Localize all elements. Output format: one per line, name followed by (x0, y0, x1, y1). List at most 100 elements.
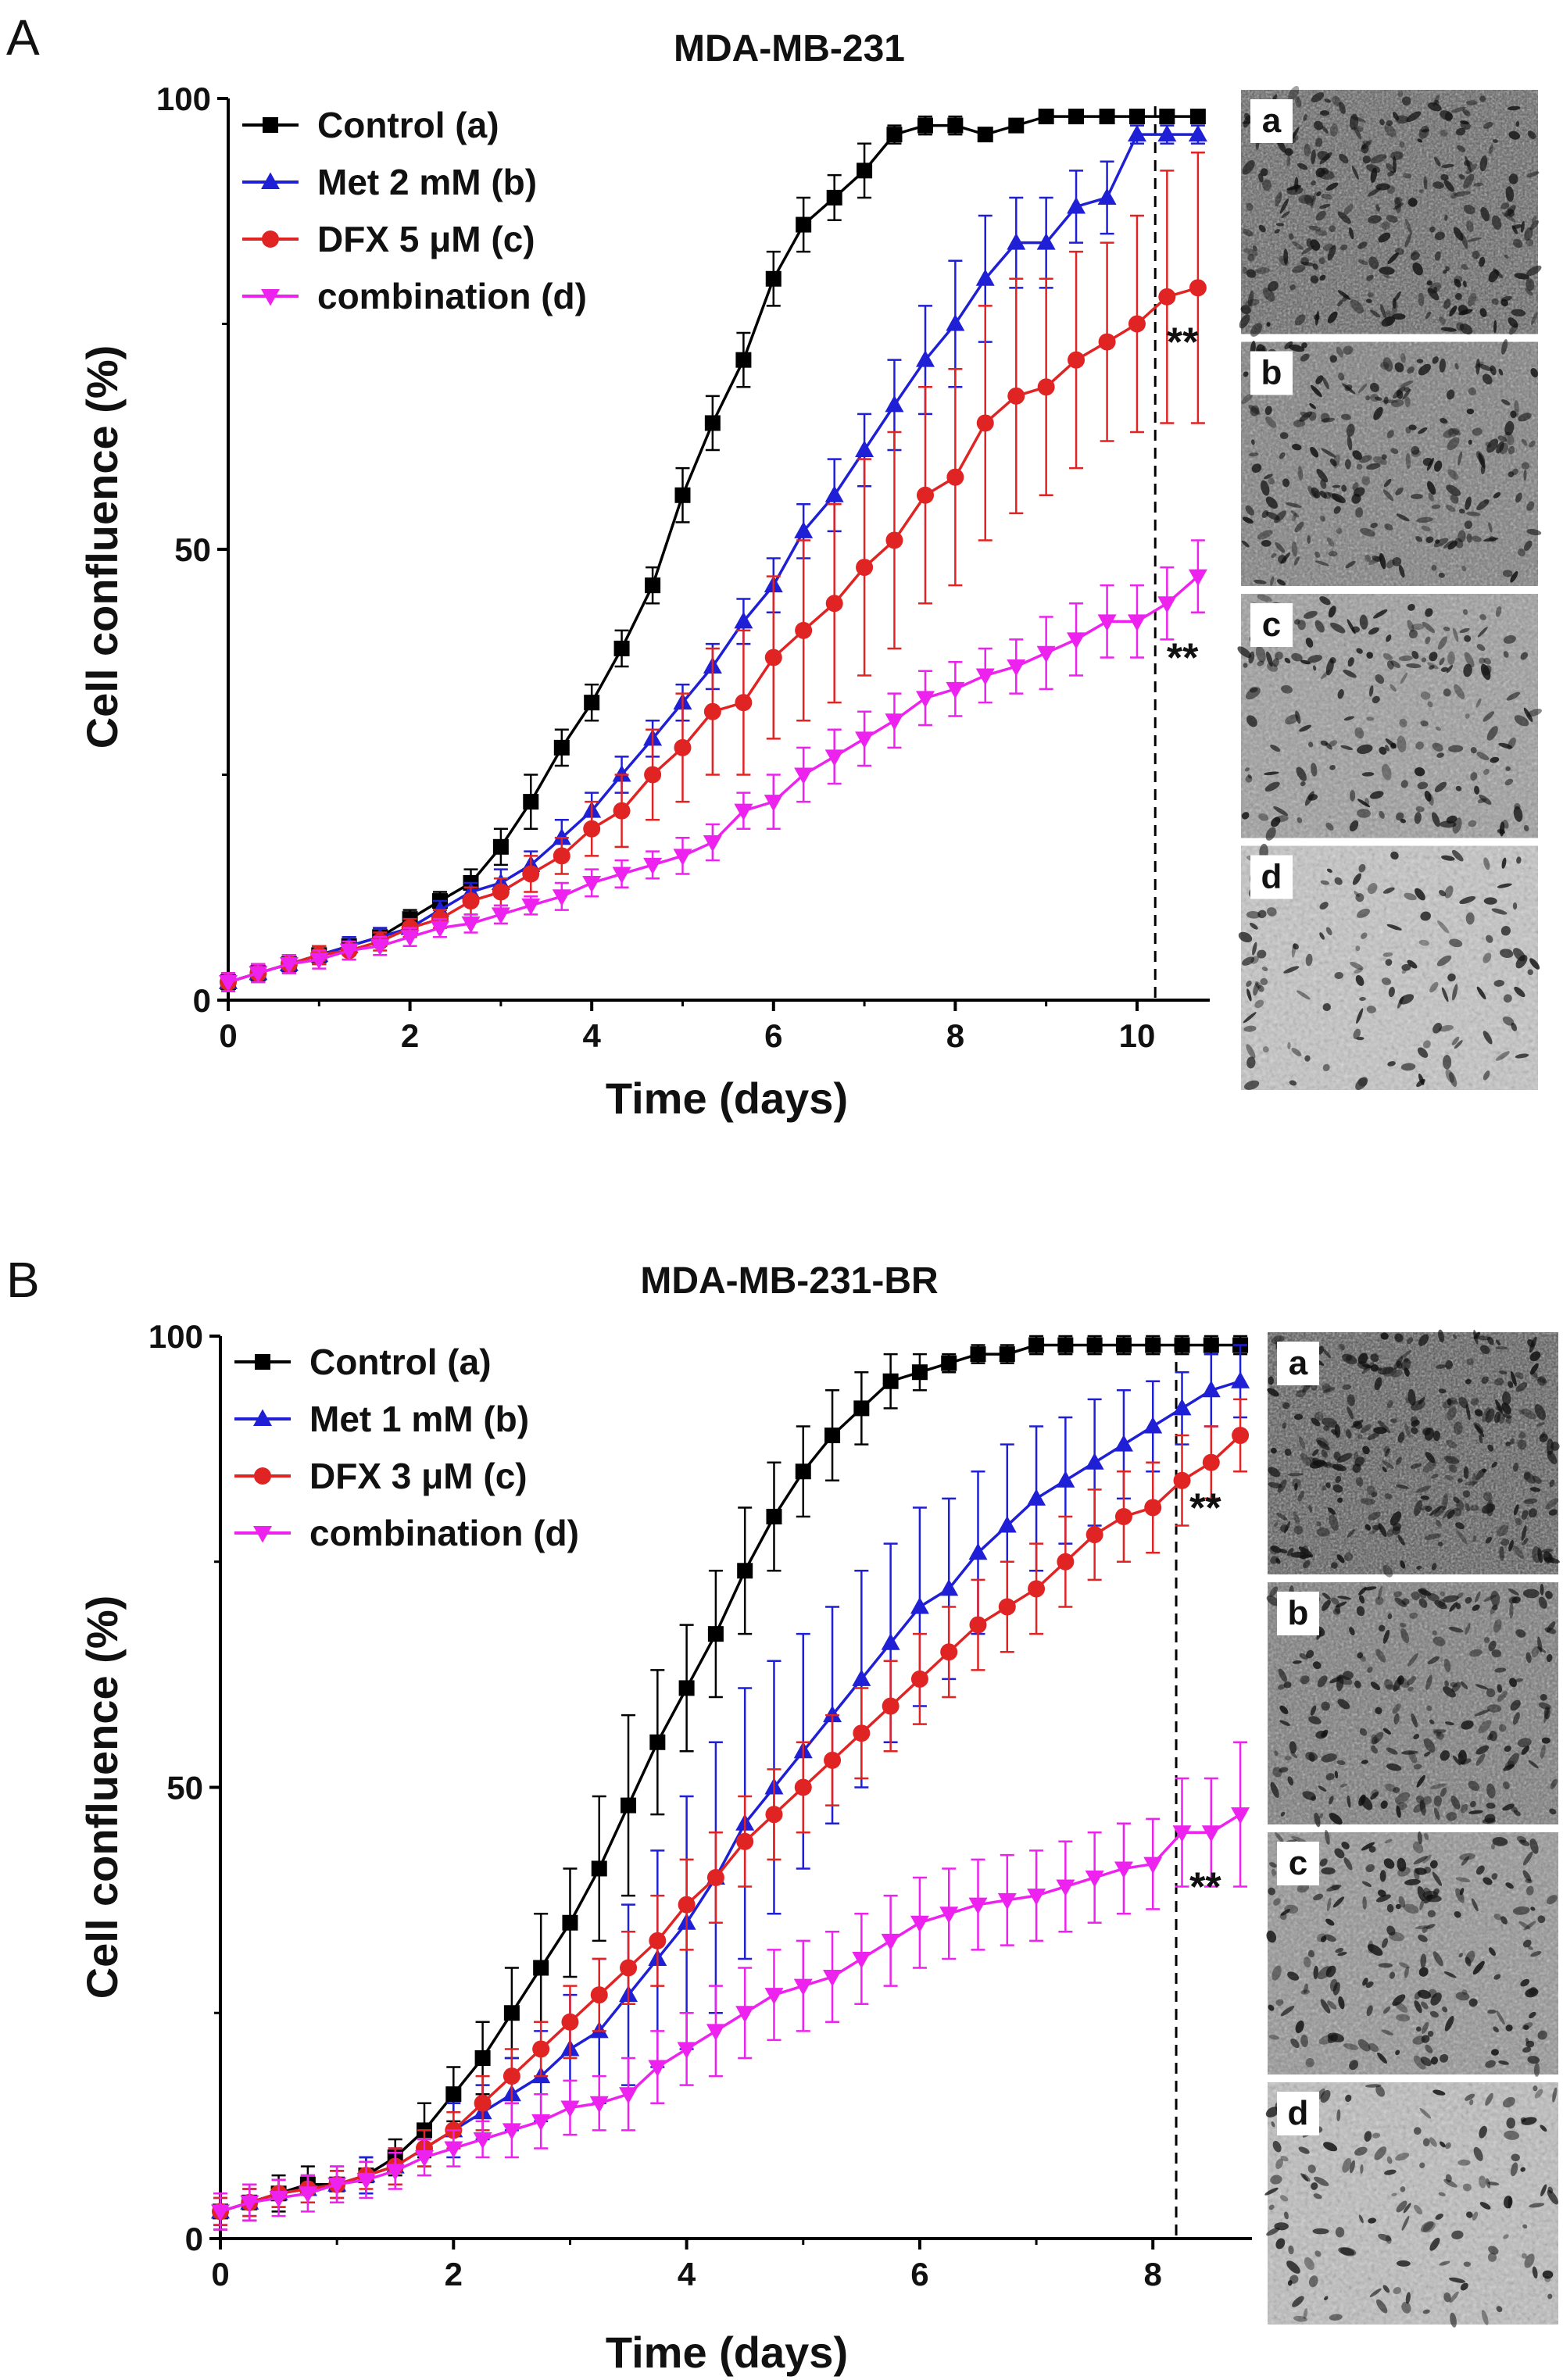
cell-speckle (1294, 521, 1304, 533)
cell-speckle (1382, 1466, 1387, 1473)
cell-speckle (1487, 2009, 1497, 2014)
cell-speckle (1370, 1681, 1381, 1691)
cell-speckle (1454, 292, 1462, 300)
cell-speckle (1355, 975, 1364, 986)
cell-speckle (1493, 1411, 1501, 1424)
cell-speckle (1512, 902, 1518, 910)
cell-speckle (1524, 227, 1533, 241)
cell-speckle (1350, 789, 1356, 802)
data-point (917, 117, 933, 134)
data-point (824, 749, 844, 767)
cell-speckle (1328, 551, 1338, 557)
cell-speckle (1399, 141, 1405, 148)
cell-speckle (1393, 155, 1397, 173)
data-point (997, 1892, 1017, 1910)
cell-speckle (1465, 1596, 1472, 1604)
cell-speckle (1483, 857, 1490, 870)
cell-speckle (1520, 1978, 1530, 1987)
data-point (1188, 124, 1207, 142)
cell-speckle (1367, 291, 1374, 298)
cell-speckle (1435, 539, 1440, 544)
cell-speckle (1349, 1627, 1355, 1635)
cell-speckle (1443, 540, 1454, 549)
cell-speckle (1465, 156, 1472, 173)
cell-speckle (1316, 469, 1329, 483)
cell-speckle (1319, 1858, 1328, 1867)
data-point (977, 127, 993, 143)
cell-speckle (1303, 2307, 1308, 2320)
cell-speckle (1383, 274, 1391, 279)
cell-speckle (1510, 410, 1517, 419)
cell-speckle (1290, 2038, 1300, 2049)
cell-speckle (1410, 494, 1423, 499)
cell-speckle (1461, 566, 1467, 572)
cell-speckle (1304, 2257, 1314, 2271)
cell-speckle (1238, 931, 1253, 943)
cell-speckle (1502, 1803, 1515, 1811)
cell-speckle (1438, 1388, 1447, 1394)
cell-speckle (1425, 1506, 1432, 1513)
cell-speckle (1370, 393, 1379, 402)
cell-speckle (1379, 746, 1387, 755)
cell-speckle (1416, 1565, 1422, 1570)
cell-speckle (1463, 2261, 1472, 2267)
cell-speckle (1508, 1381, 1514, 1388)
cell-speckle (1370, 1353, 1379, 1363)
cell-speckle (1350, 116, 1366, 123)
cell-speckle (1297, 1883, 1309, 1893)
cell-speckle (1401, 2215, 1410, 2231)
cell-speckle (1329, 1813, 1343, 1825)
cell-speckle (1526, 1885, 1534, 1896)
data-point (644, 766, 662, 784)
cell-speckle (1443, 627, 1450, 631)
cell-speckle (1508, 1588, 1519, 1596)
cell-speckle (1505, 1441, 1511, 1447)
cell-speckle (1319, 204, 1331, 209)
cell-speckle (1446, 1812, 1457, 1821)
cell-speckle (1381, 2029, 1394, 2035)
cell-speckle (1400, 1560, 1406, 1569)
cell-speckle (1488, 522, 1493, 533)
cell-speckle (1450, 1796, 1461, 1810)
cell-speckle (1355, 945, 1361, 952)
cell-speckle (1547, 2293, 1553, 2300)
cell-speckle (1405, 2292, 1411, 2304)
data-point (613, 802, 631, 820)
data-point (1028, 1337, 1045, 1353)
cell-speckle (1258, 173, 1264, 183)
cell-speckle (1515, 1372, 1524, 1379)
cell-speckle (1370, 522, 1378, 528)
data-point (1157, 124, 1177, 142)
data-point (1145, 1337, 1161, 1353)
cell-speckle (1314, 1812, 1321, 1828)
cell-speckle (1478, 657, 1486, 664)
cell-speckle (1307, 485, 1317, 498)
cell-speckle (1448, 427, 1454, 437)
cell-speckle (1246, 1056, 1256, 1069)
cell-speckle (1462, 2183, 1472, 2192)
cell-speckle (1498, 1370, 1508, 1375)
cell-speckle (1528, 2011, 1536, 2019)
cell-speckle (1394, 2001, 1408, 2013)
cell-speckle (1383, 396, 1389, 405)
cell-speckle (1436, 1731, 1444, 1740)
cell-speckle (1334, 1424, 1341, 1438)
cell-speckle (1257, 949, 1267, 959)
cell-speckle (1338, 372, 1345, 381)
cell-speckle (1432, 356, 1439, 364)
data-point (400, 930, 420, 947)
cell-speckle (1383, 478, 1392, 488)
cell-speckle (1541, 1549, 1554, 1553)
cell-speckle (1364, 554, 1372, 563)
cell-speckle (1463, 281, 1467, 288)
cell-speckle (1354, 1680, 1361, 1689)
cell-speckle (1300, 1989, 1311, 1995)
cell-speckle (1423, 176, 1428, 190)
cell-speckle (1486, 1688, 1496, 1698)
cell-speckle (1373, 406, 1383, 420)
cell-speckle (1378, 2233, 1392, 2242)
cell-speckle (1522, 1870, 1532, 1882)
cell-speckle (1492, 139, 1498, 144)
data-point (823, 1705, 842, 1723)
cell-speckle (1279, 432, 1289, 440)
